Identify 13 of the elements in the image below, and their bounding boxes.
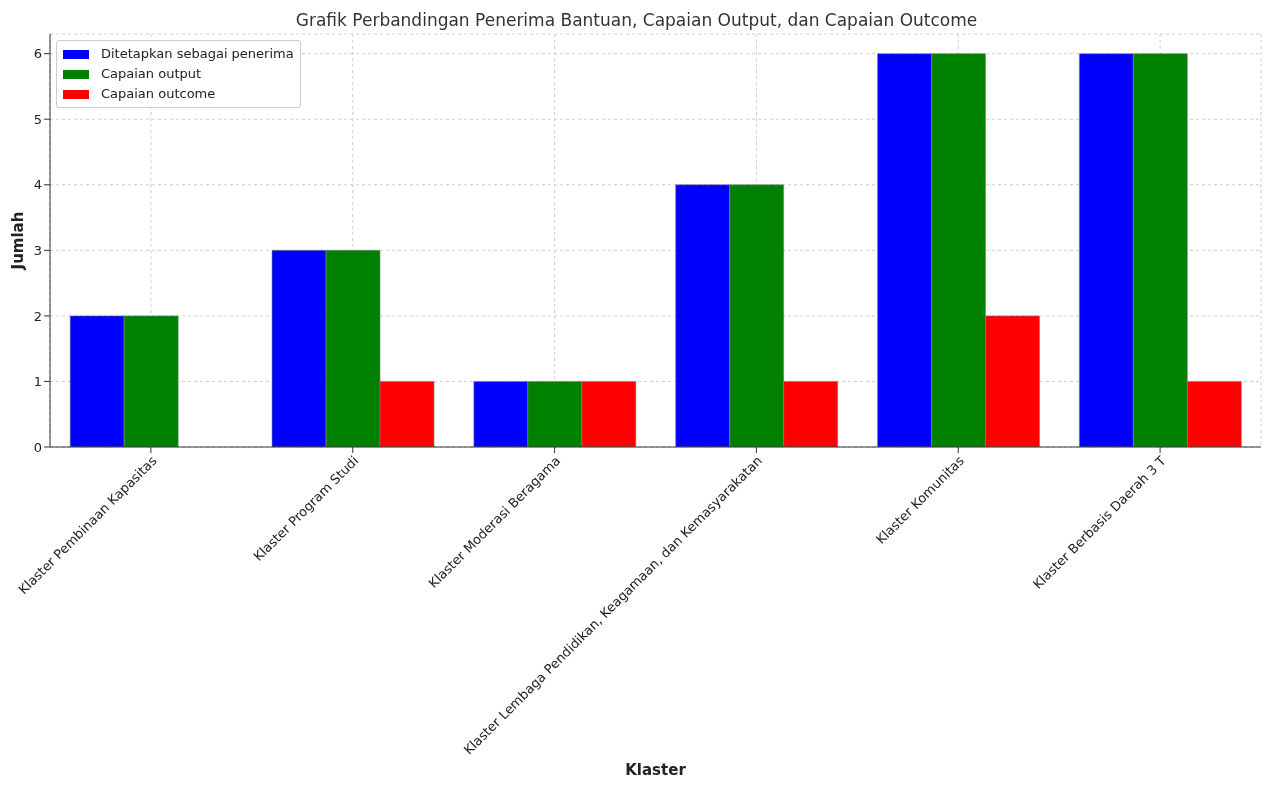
y-tick-label: 2 <box>33 308 42 324</box>
legend-label: Capaian outcome <box>101 85 216 103</box>
y-tick-label: 5 <box>33 111 42 127</box>
y-tick-label: 1 <box>33 374 42 390</box>
y-tick-label: 0 <box>33 439 42 455</box>
x-axis-title: Klaster <box>625 761 687 779</box>
y-tick-label: 4 <box>33 177 42 193</box>
y-tick-label: 3 <box>33 242 42 258</box>
y-axis-title: Jumlah <box>9 211 28 271</box>
y-tick-label: 6 <box>33 46 42 62</box>
legend-label: Ditetapkan sebagai penerima <box>101 45 294 63</box>
legend-label: Capaian output <box>101 65 202 83</box>
chart-title: Grafik Perbandingan Penerima Bantuan, Capaian Output, dan Capaian Outcome <box>294 10 979 30</box>
